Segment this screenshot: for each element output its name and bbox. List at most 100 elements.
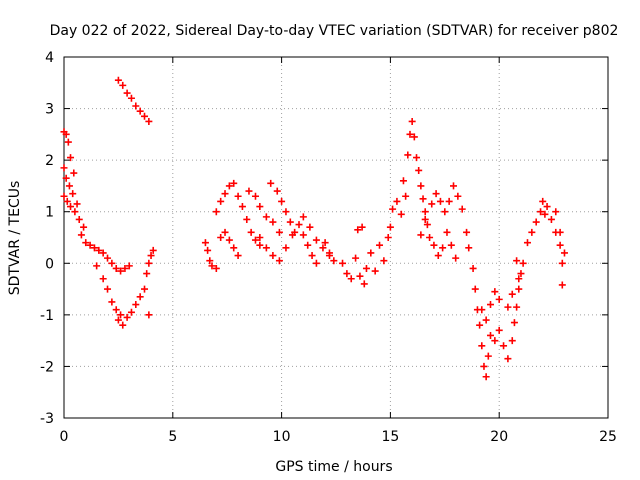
data-point [386,223,394,231]
data-point [127,308,135,316]
data-point [480,362,488,370]
data-point [519,259,527,267]
data-point [406,130,414,138]
x-tick-label: 5 [168,429,177,445]
data-point [269,218,277,226]
data-point [362,264,370,272]
data-point [450,182,458,190]
data-point [419,195,427,203]
data-point [478,342,486,350]
y-tick-label: -2 [40,359,54,375]
data-point [376,241,384,249]
data-point [393,197,401,205]
axis-ticks: 0 5 10 15 20 25 -3 -2 -1 0 1 2 3 4 [40,50,617,445]
data-point [256,203,264,211]
data-point [295,221,303,229]
data-point [217,197,225,205]
data-point [123,313,131,321]
data-point [108,259,116,267]
data-point [486,301,494,309]
data-point [60,164,68,172]
data-point [121,264,129,272]
data-point [517,270,525,278]
data-point [528,228,536,236]
y-axis-label: SDTVAR / TECUs [7,181,23,296]
data-point [495,326,503,334]
data-point [312,236,320,244]
data-point [352,254,360,262]
data-point [532,218,540,226]
data-point [541,210,549,218]
data-point [141,285,149,293]
data-point [217,234,225,241]
data-point [256,234,264,241]
data-point [476,321,484,329]
data-point [380,257,388,265]
data-point [299,231,307,239]
data-point [399,177,407,185]
data-point [325,249,333,257]
data-point [136,293,144,301]
data-point [67,154,75,162]
data-point [212,208,220,216]
data-point [62,130,70,138]
data-point [413,154,421,162]
data-point [426,234,434,241]
data-point [99,275,107,283]
data-point [145,311,153,319]
y-tick-label: 3 [45,102,54,118]
data-point [504,303,512,311]
data-point [441,208,449,216]
data-point [60,192,68,200]
data-point [434,252,442,260]
data-point [308,252,316,260]
data-point [273,187,281,195]
data-point [230,179,238,187]
data-point [423,221,431,229]
x-tick-label: 0 [60,429,69,445]
data-point [443,228,451,236]
data-point [358,223,366,231]
data-point [269,252,277,260]
data-point [421,208,429,216]
data-point [75,215,83,223]
data-point [558,259,566,267]
data-point [275,257,283,265]
data-point [245,187,253,195]
data-point [71,208,79,216]
data-point [275,228,283,236]
data-point [384,234,392,241]
data-point [80,223,88,231]
data-point [247,228,255,236]
data-point [112,264,120,272]
data-point [404,151,412,159]
data-point [64,138,72,146]
data-point [469,264,477,272]
data-point [141,112,149,120]
chart-title: Day 022 of 2022, Sidereal Day-to-day VTE… [50,23,619,39]
data-point [371,267,379,275]
data-point [123,89,131,97]
data-point [238,203,246,211]
data-point [397,210,405,218]
data-point [251,192,259,200]
data-point [402,192,410,200]
data-point [221,190,229,198]
data-point [243,215,251,223]
data-point [82,239,90,247]
x-tick-label: 15 [381,429,399,445]
data-point [99,249,107,257]
data-point [63,197,71,205]
data-point [343,270,351,278]
data-point [556,228,564,236]
data-point [86,241,94,249]
data-point [543,203,551,211]
data-point [558,281,566,289]
x-tick-label: 20 [490,429,508,445]
data-point [436,197,444,205]
data-point [286,218,294,226]
data-point [136,107,144,115]
data-point [428,200,436,208]
y-tick-label: -1 [40,308,54,324]
